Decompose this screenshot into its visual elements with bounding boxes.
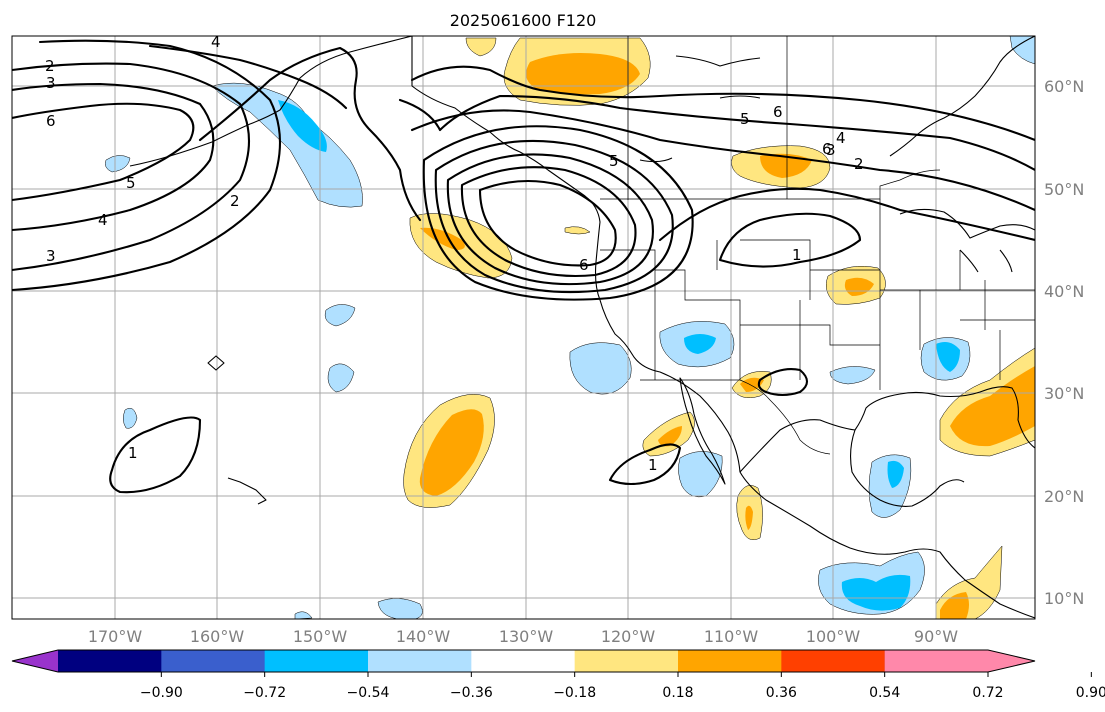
- colorbar-tick-label: −0.72: [243, 685, 286, 701]
- colorbar-outline: [11, 649, 1036, 673]
- colorbar-cell: [58, 650, 162, 672]
- borders: [600, 36, 1035, 455]
- colorbar-cell: [368, 650, 472, 672]
- contour-label: 5: [740, 110, 750, 128]
- shaded-anomaly-field: [105, 36, 1035, 619]
- latitude-labels: 60°N 50°N 40°N 30°N 20°N 10°N: [1044, 77, 1084, 608]
- contour-label: 4: [98, 211, 108, 229]
- lat-label: 30°N: [1044, 384, 1084, 403]
- lon-label: 130°W: [499, 627, 554, 646]
- colorbar-tick-label: 0.90: [1076, 685, 1105, 701]
- contour-label: 1: [648, 456, 658, 474]
- colorbar: −0.90 −0.72 −0.54 −0.36 −0.18 0.18 0.36 0.54 0.7…: [11, 649, 1105, 701]
- lon-label: 150°W: [293, 627, 348, 646]
- coastlines: [129, 36, 1035, 619]
- contour-label: 6: [822, 140, 832, 158]
- colorbar-tick-label: −0.90: [140, 685, 183, 701]
- colorbar-tick-label: −0.36: [450, 685, 493, 701]
- lon-label: 110°W: [704, 627, 759, 646]
- lat-label: 20°N: [1044, 487, 1084, 506]
- lat-label: 40°N: [1044, 282, 1084, 301]
- map-frame: [11, 35, 1036, 620]
- colorbar-cell: [574, 650, 679, 672]
- contours: [12, 39, 1035, 494]
- colorbar-tick-label: 0.72: [972, 685, 1003, 701]
- colorbar-tick-label: 0.54: [869, 685, 900, 701]
- lon-label: 120°W: [601, 627, 656, 646]
- lat-label: 10°N: [1044, 589, 1084, 608]
- contour-label: 6: [579, 256, 589, 274]
- lon-label: 170°W: [88, 627, 143, 646]
- contour-label: 1: [128, 444, 138, 462]
- contour-label: 6: [773, 103, 783, 121]
- longitude-labels: 170°W 160°W 150°W 140°W 130°W 120°W 110°…: [88, 627, 958, 646]
- colorbar-tick-label: 0.36: [766, 685, 797, 701]
- contour-label: 3: [46, 247, 56, 265]
- contour-label: 1: [792, 246, 802, 264]
- contour-label: 3: [46, 74, 56, 92]
- lat-label: 60°N: [1044, 77, 1084, 96]
- contour-label: 4: [211, 33, 221, 51]
- colorbar-tick-label: −0.54: [347, 685, 390, 701]
- contour-label: 6: [46, 112, 56, 130]
- colorbar-cell: [678, 650, 782, 672]
- contour-labels: 4 2 3 6 5 4 3 2 5 6 5 6 4 3 2 1 6 1 1: [45, 33, 864, 474]
- contour-label: 5: [609, 152, 619, 170]
- colorbar-cell: [471, 650, 576, 672]
- contour-label: 2: [230, 192, 240, 210]
- colorbar-cell: [264, 650, 369, 672]
- colorbar-tick-label: −0.18: [553, 685, 596, 701]
- map-panel: 4 2 3 6 5 4 3 2 5 6 5 6 4 3 2 1 6 1 1: [12, 33, 1035, 619]
- lon-label: 140°W: [396, 627, 451, 646]
- contour-label: 5: [126, 174, 136, 192]
- colorbar-cell: [884, 650, 1035, 672]
- contour-label: 3: [826, 141, 836, 159]
- lon-label: 90°W: [914, 627, 958, 646]
- contour-label: 2: [854, 155, 864, 173]
- colorbar-cell: [781, 650, 886, 672]
- lat-label: 50°N: [1044, 180, 1084, 199]
- colorbar-tick-label: 0.18: [662, 685, 693, 701]
- contour-label: 4: [836, 129, 846, 147]
- figure-title: 2025061600 F120: [450, 11, 597, 30]
- colorbar-cell: [161, 650, 266, 672]
- contour-label: 2: [45, 57, 55, 75]
- lon-label: 160°W: [190, 627, 245, 646]
- lon-label: 100°W: [806, 627, 861, 646]
